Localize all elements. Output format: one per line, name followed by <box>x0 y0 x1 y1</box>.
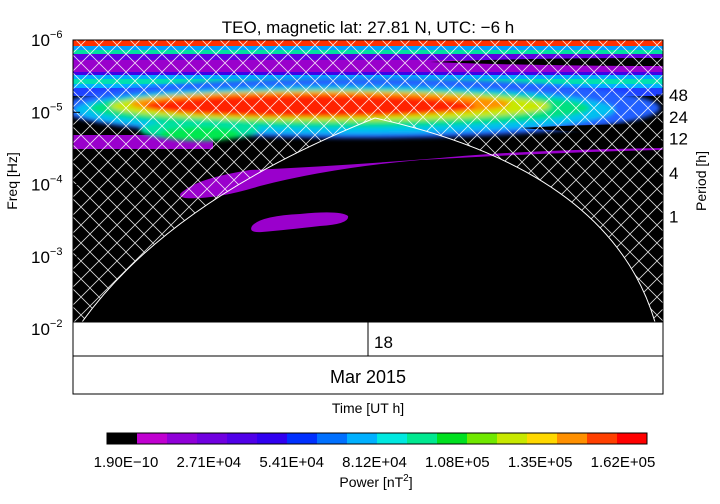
colorbar-swatch <box>167 433 198 444</box>
period-tick-label: 1 <box>669 208 678 227</box>
freq-tick-label: 10−3 <box>31 246 62 267</box>
power-region-isolated <box>251 212 349 233</box>
colorbar-swatch <box>107 433 138 444</box>
colorbar-frame <box>106 432 648 445</box>
colorbar-swatch <box>407 433 438 444</box>
colorbar-swatch <box>557 433 588 444</box>
period-tick-label: 12 <box>669 130 688 149</box>
colorbar-swatch <box>137 433 168 444</box>
period-tick-label: 48 <box>669 86 688 105</box>
colorbar-swatch <box>437 433 468 444</box>
colorbar-tick-label: 1.08E+05 <box>425 454 490 471</box>
colorbar-swatch <box>377 433 408 444</box>
colorbar-swatch <box>227 433 258 444</box>
colorbar-swatch <box>527 433 558 444</box>
period-axis-label: Period [h] <box>693 151 709 211</box>
freq-axis-label: Freq [Hz] <box>4 152 20 210</box>
colorbar-swatch <box>587 433 618 444</box>
colorbar-tick-label: 5.41E+04 <box>259 454 324 471</box>
colorbar-swatch <box>497 433 528 444</box>
chart-title: TEO, magnetic lat: 27.81 N, UTC: −6 h <box>222 18 514 37</box>
freq-tick-label: 10−4 <box>31 174 62 195</box>
freq-axis: 10−6 10−5 10−4 10−3 10−2 <box>31 29 80 339</box>
colorbar-swatch <box>257 433 288 444</box>
time-hour-label: 18 <box>374 333 393 352</box>
colorbar-ticks: 1.90E−10 2.71E+04 5.41E+04 8.12E+04 1.08E+05… <box>94 454 656 471</box>
time-period-label: Mar 2015 <box>330 367 406 387</box>
colorbar-swatch <box>467 433 498 444</box>
colorbar-swatch <box>317 433 348 444</box>
colorbar-swatch <box>287 433 318 444</box>
colorbar-tick-label: 8.12E+04 <box>342 454 407 471</box>
period-tick-label: 4 <box>669 164 678 183</box>
colorbar-swatch <box>197 433 228 444</box>
colorbar-title: Power [nT2] <box>339 473 412 490</box>
colorbar-tick-label: 1.35E+05 <box>508 454 573 471</box>
freq-tick-label: 10−2 <box>31 318 62 339</box>
colorbar-tick-label: 2.71E+04 <box>177 454 242 471</box>
freq-tick-label: 10−5 <box>31 101 62 122</box>
colorbar-swatch <box>347 433 378 444</box>
period-tick-label: 24 <box>669 108 688 127</box>
heatmap-plot <box>73 40 663 322</box>
freq-tick-label: 10−6 <box>31 29 62 50</box>
colorbar-swatch <box>617 433 648 444</box>
period-axis: 48 24 12 4 1 <box>656 86 688 227</box>
time-period-row <box>72 355 664 395</box>
coi-line <box>81 117 656 322</box>
colorbar-tick-label: 1.62E+05 <box>591 454 656 471</box>
colorbar-tick-label: 1.90E−10 <box>94 454 159 471</box>
time-axis-label: Time [UT h] <box>332 400 404 416</box>
colorbar <box>107 433 648 444</box>
